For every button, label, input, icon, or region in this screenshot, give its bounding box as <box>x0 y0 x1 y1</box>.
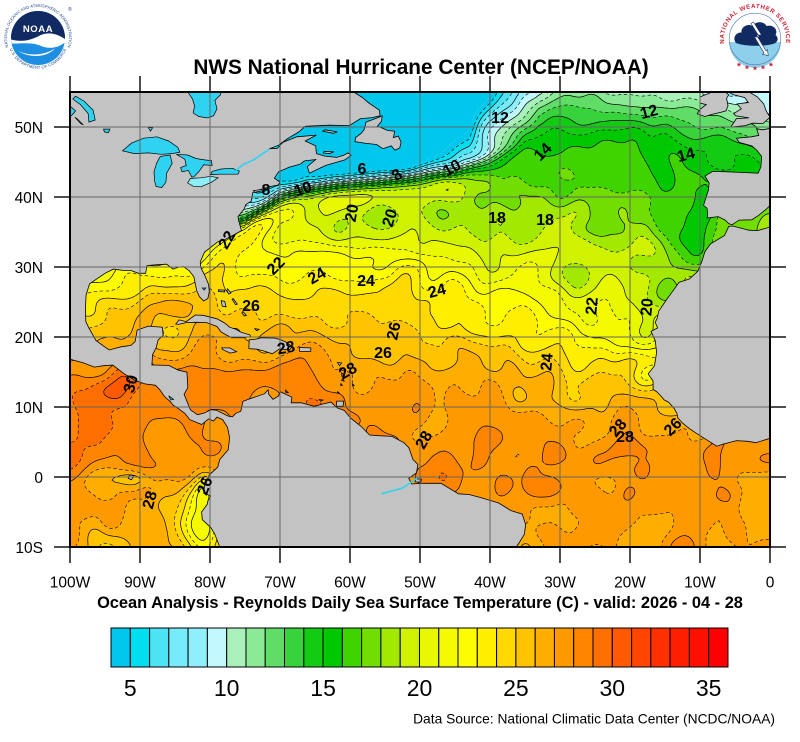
svg-text:26: 26 <box>374 345 392 362</box>
svg-text:6: 6 <box>358 161 367 178</box>
svg-text:50W: 50W <box>404 575 436 592</box>
svg-text:26: 26 <box>242 298 260 315</box>
svg-text:10: 10 <box>292 178 315 200</box>
svg-text:30: 30 <box>600 675 626 701</box>
svg-text:10N: 10N <box>15 400 43 417</box>
svg-text:30: 30 <box>121 373 142 395</box>
svg-text:28: 28 <box>140 489 161 511</box>
svg-text:90W: 90W <box>124 575 156 592</box>
svg-text:NOAA: NOAA <box>23 24 53 35</box>
svg-text:100W: 100W <box>50 575 91 592</box>
svg-text:26: 26 <box>194 475 216 498</box>
svg-text:20N: 20N <box>15 330 43 347</box>
svg-text:30W: 30W <box>544 575 576 592</box>
svg-text:22: 22 <box>583 296 601 315</box>
svg-text:70W: 70W <box>264 575 296 592</box>
svg-text:5: 5 <box>124 675 137 701</box>
svg-text:10S: 10S <box>15 540 43 557</box>
svg-text:12: 12 <box>491 110 509 127</box>
svg-text:22: 22 <box>216 228 240 252</box>
svg-text:20: 20 <box>380 207 402 229</box>
svg-text:26: 26 <box>384 321 404 342</box>
svg-text:24: 24 <box>305 265 329 289</box>
svg-text:15: 15 <box>310 675 336 701</box>
svg-text:28: 28 <box>413 428 437 452</box>
svg-text:18: 18 <box>536 212 554 229</box>
svg-text:14: 14 <box>675 145 697 166</box>
svg-text:10W: 10W <box>684 575 716 592</box>
svg-text:20: 20 <box>407 675 433 701</box>
svg-text:35: 35 <box>696 675 722 701</box>
svg-text:0: 0 <box>766 575 775 592</box>
svg-text:20: 20 <box>638 297 656 316</box>
svg-text:Data Source: National Climatic: Data Source: National Climatic Data Cent… <box>413 712 775 727</box>
svg-text:50N: 50N <box>15 120 43 137</box>
svg-text:8: 8 <box>262 182 271 199</box>
svg-text:28: 28 <box>336 360 360 384</box>
svg-text:20: 20 <box>343 203 363 224</box>
svg-text:NWS National Hurricane Center: NWS National Hurricane Center (NCEP/NOAA… <box>193 56 648 79</box>
svg-text:40N: 40N <box>15 190 43 207</box>
svg-text:®: ® <box>68 6 72 13</box>
svg-text:10: 10 <box>214 675 240 701</box>
svg-text:30N: 30N <box>15 260 43 277</box>
svg-text:60W: 60W <box>334 575 366 592</box>
svg-text:10: 10 <box>440 157 464 181</box>
svg-text:Ocean Analysis - Reynolds Dail: Ocean Analysis - Reynolds Daily Sea Surf… <box>97 594 743 612</box>
svg-text:24: 24 <box>357 273 375 290</box>
svg-text:12: 12 <box>638 102 660 123</box>
svg-text:40W: 40W <box>474 575 506 592</box>
svg-text:0: 0 <box>34 470 43 487</box>
svg-text:25: 25 <box>503 675 529 701</box>
svg-text:80W: 80W <box>194 575 226 592</box>
svg-text:24: 24 <box>426 281 448 302</box>
svg-text:24: 24 <box>538 352 556 371</box>
svg-text:18: 18 <box>488 210 506 227</box>
svg-text:20W: 20W <box>614 575 646 592</box>
svg-text:28: 28 <box>276 339 297 359</box>
svg-text:28: 28 <box>616 429 634 446</box>
